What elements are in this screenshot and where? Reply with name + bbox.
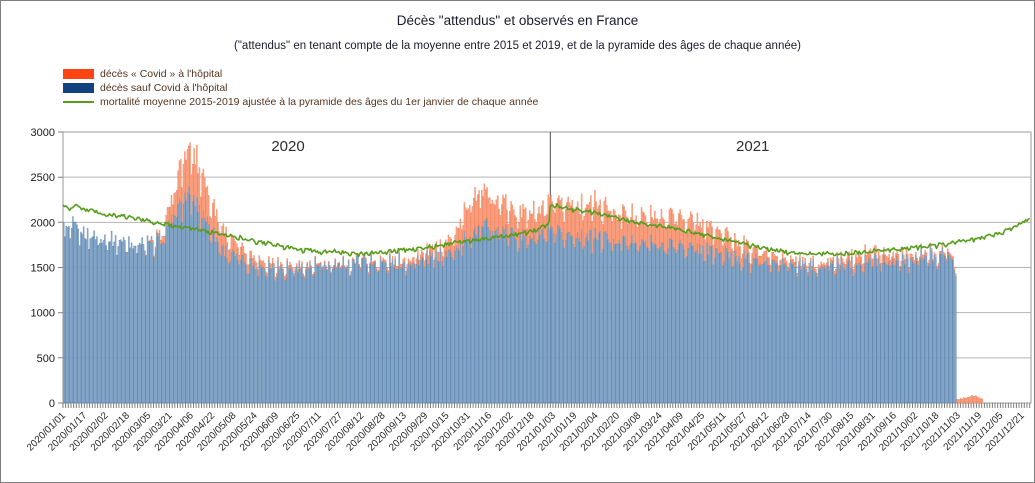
chart-title: Décès "attendus" et observés en France	[396, 13, 639, 28]
chart-subtitle: ("attendus" en tenant compte de la moyen…	[234, 40, 801, 52]
expected-line-swatch	[63, 101, 94, 103]
svg-text:1500: 1500	[31, 263, 55, 275]
legend-label-covid: décès « Covid » à l'hôpital	[100, 68, 223, 80]
svg-text:3000: 3000	[31, 127, 55, 139]
svg-text:0: 0	[49, 398, 55, 410]
svg-text:500: 500	[37, 353, 55, 365]
legend-label-expected: mortalité moyenne 2015-2019 ajustée à la…	[100, 96, 539, 108]
svg-text:2020: 2020	[271, 138, 304, 155]
non-covid-swatch	[63, 83, 94, 93]
legend-item-non-covid-deaths: décès sauf Covid à l'hôpital	[63, 81, 538, 95]
covid-swatch	[63, 69, 94, 79]
legend-item-expected-mortality: mortalité moyenne 2015-2019 ajustée à la…	[63, 95, 538, 109]
svg-text:2500: 2500	[31, 172, 55, 184]
svg-text:1000: 1000	[31, 308, 55, 320]
legend-label-non-covid: décès sauf Covid à l'hôpital	[100, 82, 228, 94]
legend-item-covid-deaths: décès « Covid » à l'hôpital	[63, 67, 538, 81]
svg-text:2000: 2000	[31, 217, 55, 229]
svg-text:2021: 2021	[736, 138, 769, 155]
legend: décès « Covid » à l'hôpital décès sauf C…	[63, 67, 538, 109]
